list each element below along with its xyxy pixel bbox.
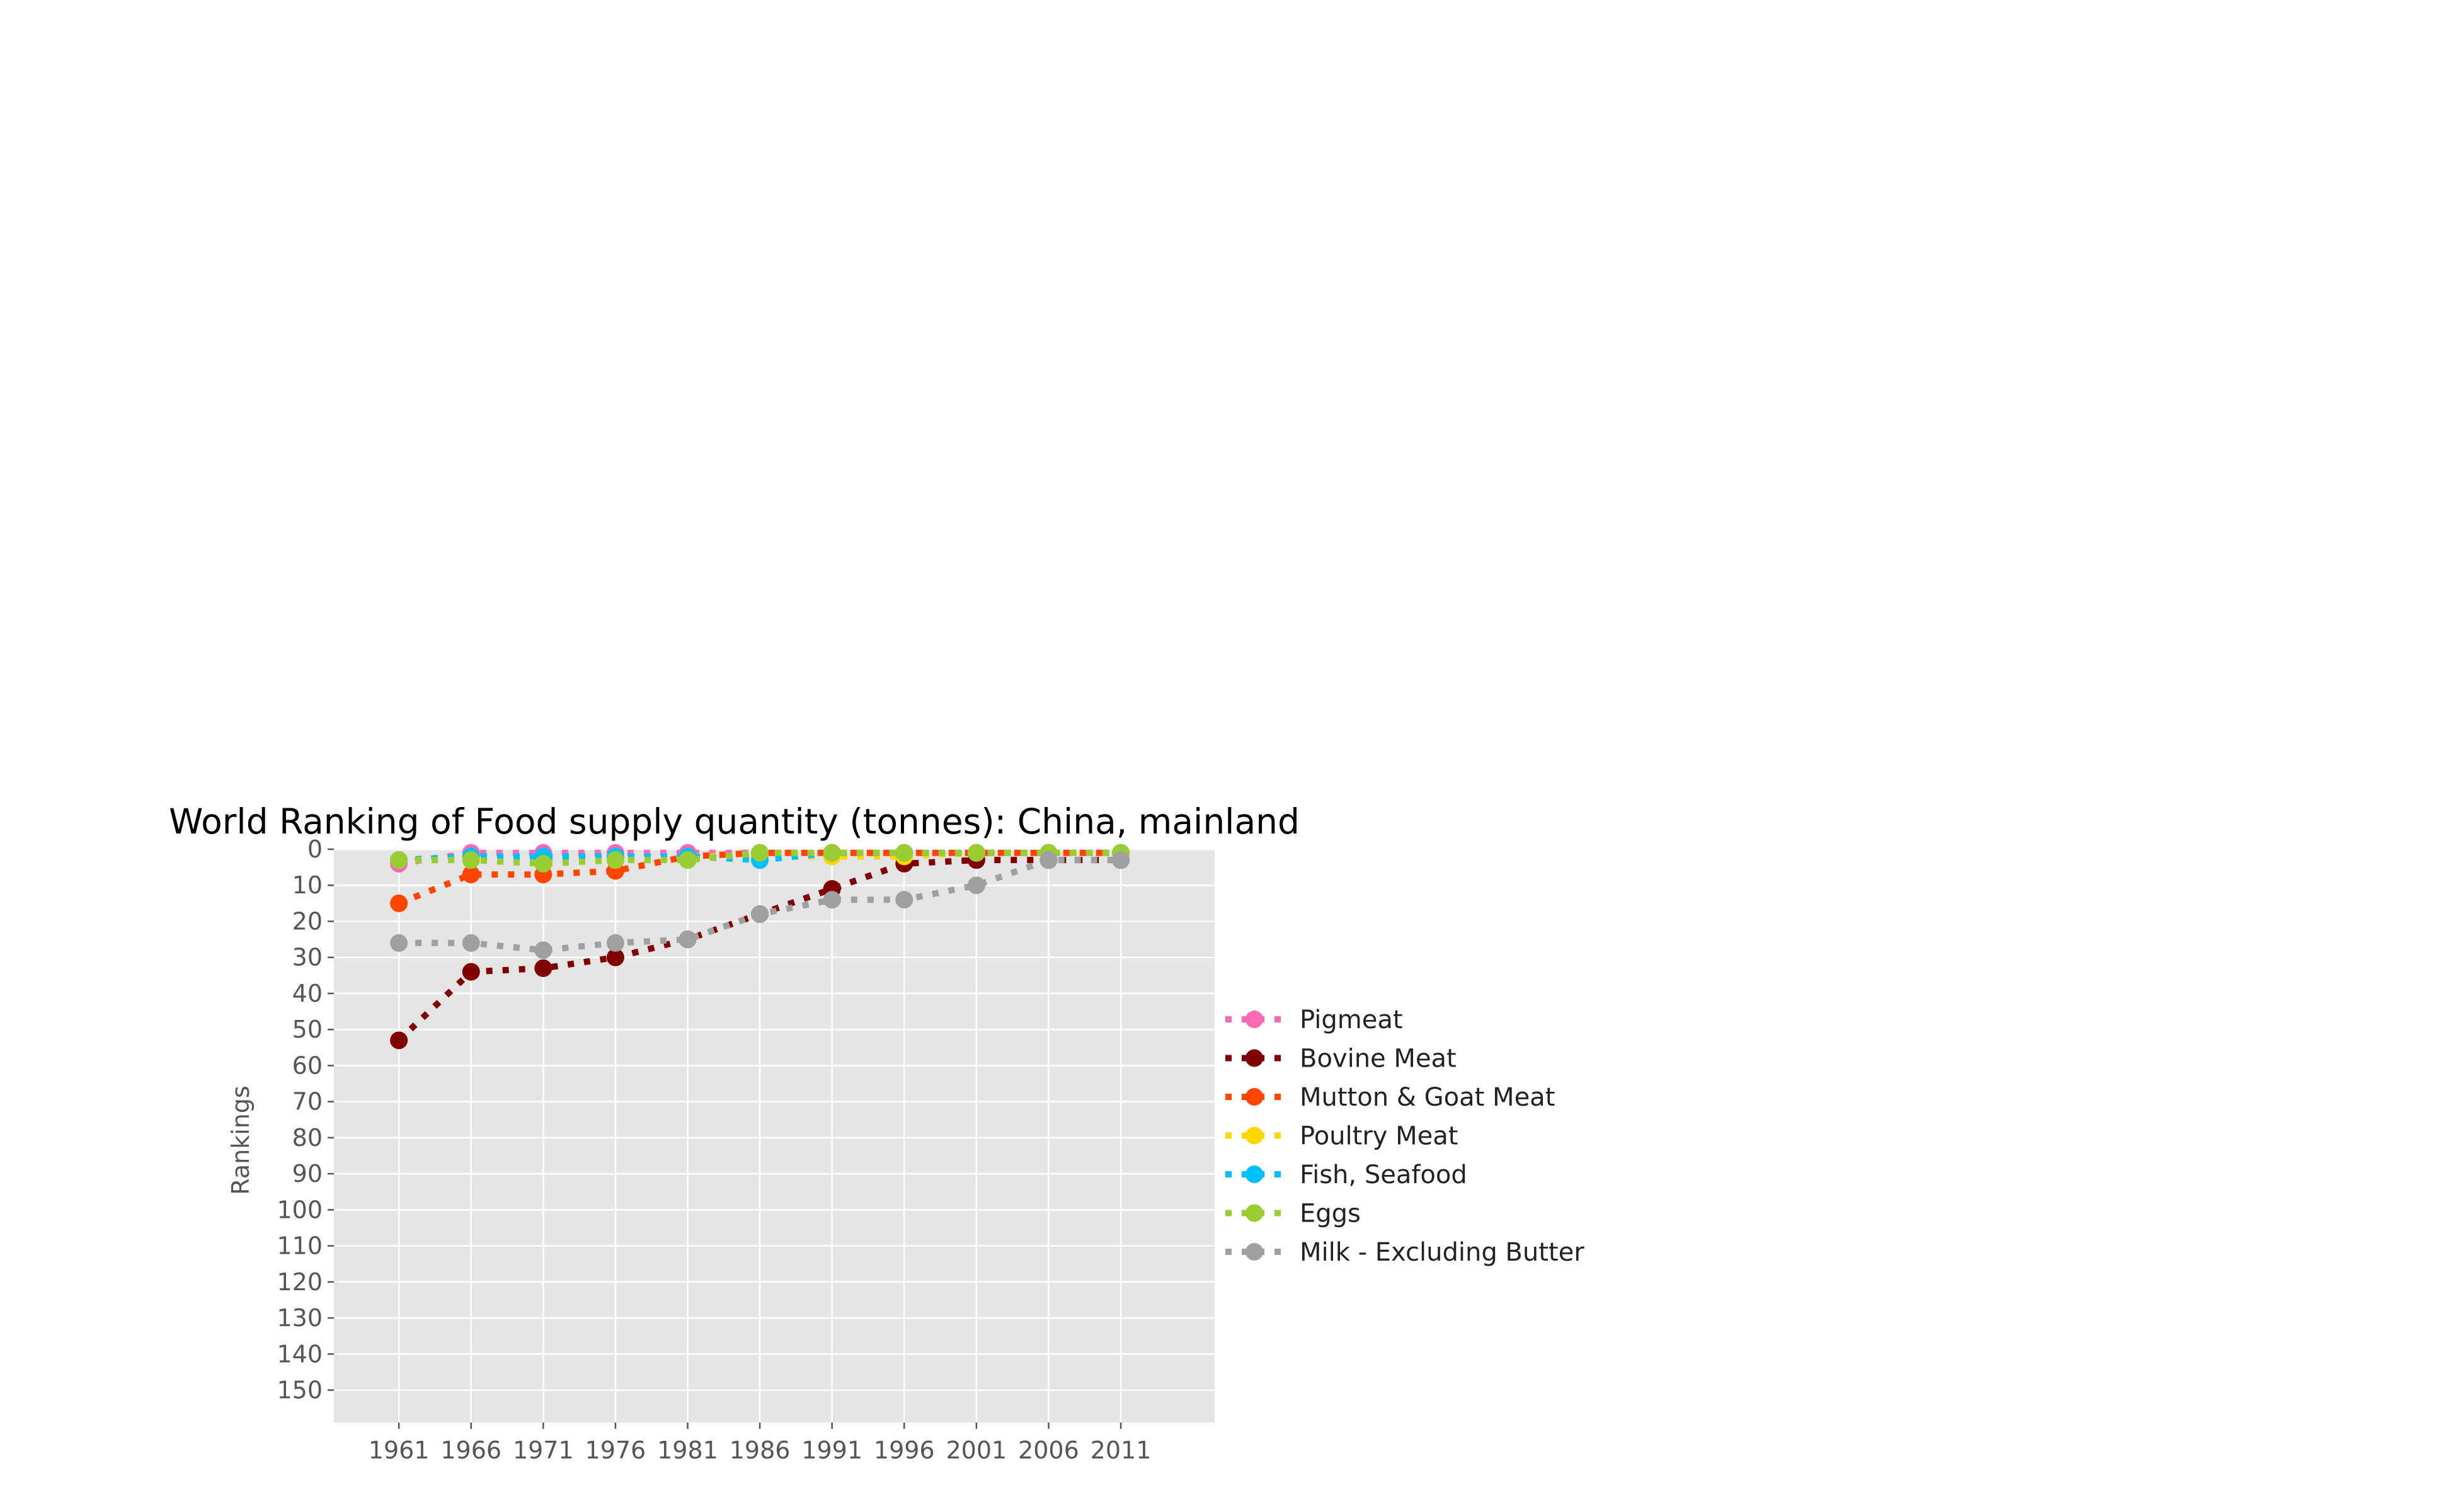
y-tick-label: 20 [292,907,323,935]
legend-label: Pigmeat [1300,1005,1403,1034]
x-tick-label: 2001 [946,1436,1007,1464]
series-line [398,849,1121,907]
data-point [462,963,480,981]
y-tick-label: 150 [277,1376,323,1404]
data-point [390,934,408,952]
legend-swatch-marker [1246,1126,1263,1145]
data-point [462,866,480,884]
legend-label: Eggs [1300,1200,1361,1228]
x-tick-label: 1986 [730,1436,791,1464]
y-tick-label: 130 [277,1304,323,1332]
data-point [534,941,553,959]
y-tick-label: 50 [292,1016,323,1043]
legend-item: Poultry Meat [1225,1122,1458,1151]
legend-item: Fish, Seafood [1225,1160,1467,1189]
data-point [390,851,408,869]
x-tick-label: 2006 [1018,1436,1079,1464]
x-tick-label: 1996 [874,1436,935,1464]
data-point [679,931,697,949]
x-tick-label: 1976 [585,1436,646,1464]
y-tick-label: 80 [292,1124,323,1152]
x-tick-label: 1971 [513,1436,574,1464]
data-point [462,934,480,952]
y-tick-label: 120 [277,1268,323,1296]
data-point [967,876,985,895]
legend-swatch-marker [1246,1166,1263,1183]
legend-label: Fish, Seafood [1300,1160,1467,1189]
data-point [967,844,985,862]
legend-swatch-marker [1246,1243,1263,1261]
x-tick-label: 1991 [801,1436,862,1464]
series-6 [390,851,1130,959]
legend-label: Mutton & Goat Meat [1300,1083,1555,1112]
y-tick-label: 30 [292,944,323,971]
data-point [679,851,697,869]
data-point [751,905,769,924]
legend: Pigmeat Bovine Meat Mutton & Goat Meat Poul… [1225,1005,1584,1267]
legend-label: Poultry Meat [1300,1122,1458,1151]
x-tick-label: 1966 [440,1436,501,1464]
legend-item: Pigmeat [1225,1005,1403,1034]
y-tick-label: 40 [292,980,323,1007]
y-axis-label: Rankings [227,1085,255,1195]
y-tick-label: 100 [277,1196,323,1223]
y-tick-label: 70 [292,1088,323,1116]
y-tick-label: 10 [292,871,323,899]
y-tick-label: 110 [277,1232,323,1260]
legend-item: Milk - Excluding Butter [1225,1238,1584,1267]
data-point [534,959,553,977]
chart-title: World Ranking of Food supply quantity (t… [169,801,1300,842]
data-point [462,851,480,869]
x-tick-label: 2011 [1091,1436,1152,1464]
legend-swatch-marker [1246,1049,1263,1067]
legend-swatch-marker [1246,1204,1263,1222]
x-tick-label: 1961 [369,1436,430,1464]
data-point [895,891,914,909]
series-group [390,844,1130,1050]
y-axis: 0 10 20 30 40 50 60 70 80 90 100 110 120 130 140 150 [277,835,334,1404]
data-point [606,934,624,952]
data-point [390,1031,408,1050]
y-tick-label: 0 [307,835,323,863]
data-point [1112,851,1130,869]
data-point [895,844,914,862]
legend-label: Bovine Meat [1300,1045,1457,1074]
legend-item: Bovine Meat [1225,1045,1457,1074]
legend-label: Milk - Excluding Butter [1300,1238,1584,1267]
legend-item: Mutton & Goat Meat [1225,1083,1555,1112]
legend-swatch-marker [1246,1011,1263,1028]
x-tick-label: 1981 [657,1436,718,1464]
data-point [751,844,769,862]
legend-swatch-marker [1246,1088,1263,1106]
data-point [390,894,408,912]
y-tick-label: 90 [292,1160,323,1188]
data-point [823,891,841,909]
data-point [606,948,624,966]
x-axis: 1961 1966 1971 1976 1981 1986 1991 1996 2001 2006… [369,1423,1152,1464]
plot-area [334,849,1215,1423]
y-tick-label: 140 [277,1340,323,1368]
y-tick-label: 60 [292,1051,323,1079]
gridlines [334,848,1215,1423]
data-point [1040,851,1058,869]
data-point [606,851,624,869]
data-point [823,844,841,862]
data-point [534,854,553,873]
legend-item: Eggs [1225,1200,1361,1228]
